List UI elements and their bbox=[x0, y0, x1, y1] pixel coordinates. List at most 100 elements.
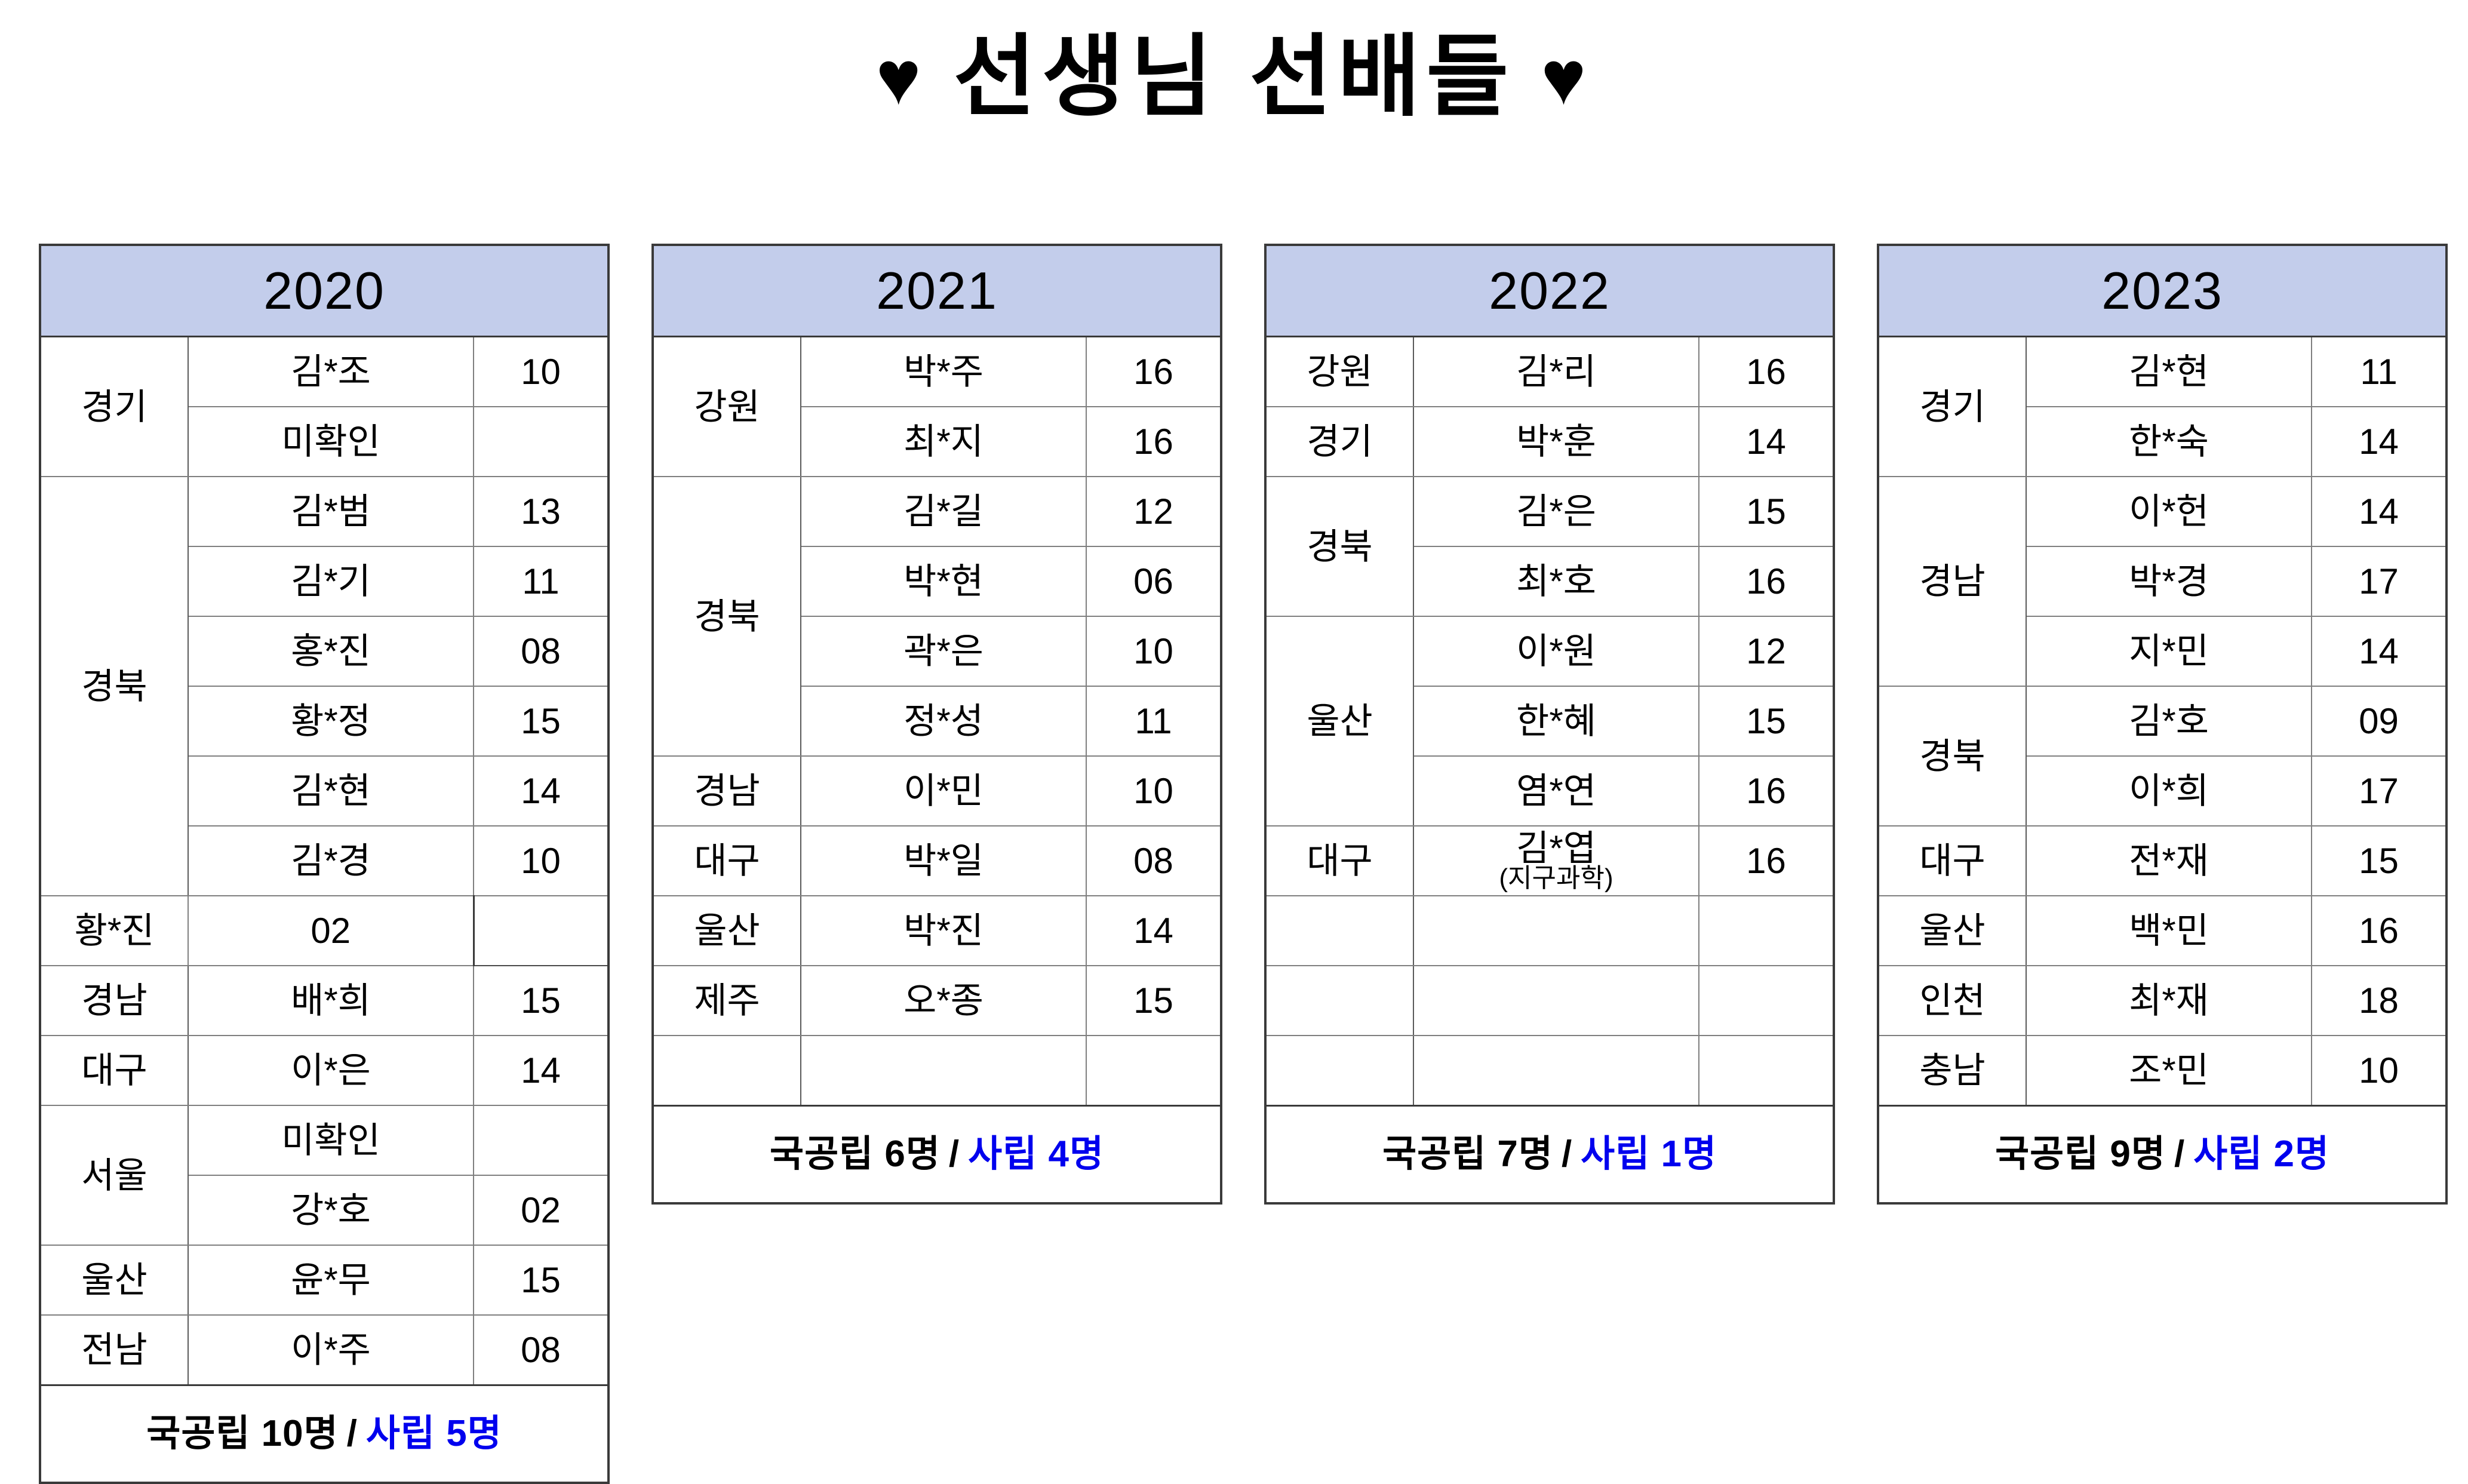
number-cell: 08 bbox=[1086, 825, 1222, 896]
table-row: 박*현 06 bbox=[653, 546, 1222, 617]
number-cell: 14 bbox=[2311, 476, 2448, 547]
summary-footer: 국공립 7명 / 사립 1명 bbox=[1264, 1105, 1835, 1205]
name-cell: 박*현 bbox=[800, 546, 1087, 617]
name-cell: 김*리 bbox=[1413, 336, 1700, 407]
name-cell: 김*현 bbox=[2026, 336, 2313, 407]
name-cell: 한*숙 bbox=[2026, 406, 2313, 477]
number-cell: 16 bbox=[1698, 336, 1835, 407]
table-row: 경남 배*희 15 bbox=[39, 965, 610, 1036]
region-cell: 경남 bbox=[39, 965, 189, 1036]
name-cell: 김*경 bbox=[188, 825, 474, 896]
number-cell: 18 bbox=[2311, 965, 2448, 1036]
table-row: 강원 김*리 16 bbox=[1264, 336, 1835, 407]
name-cell: 박*경 bbox=[2026, 546, 2313, 617]
region-cell: 인천 bbox=[1877, 965, 2027, 1036]
summary-separator: / bbox=[346, 1413, 358, 1455]
region-cell: 경기 bbox=[39, 336, 189, 477]
region-cell: 대구 bbox=[1877, 825, 2027, 896]
name-cell: 박*일 bbox=[800, 825, 1087, 896]
public-count-text: 국공립 9명 bbox=[1995, 1133, 2166, 1175]
number-cell: 11 bbox=[472, 546, 610, 617]
number-cell: 15 bbox=[472, 686, 610, 757]
number-cell bbox=[472, 406, 610, 477]
number-cell: 11 bbox=[1086, 686, 1222, 757]
region-cell: 대구 bbox=[39, 1035, 189, 1106]
name-cell: 윤*무 bbox=[188, 1245, 474, 1316]
table-row: 울산 박*진 14 bbox=[651, 895, 1222, 966]
table-row: 경북 김*호 09 bbox=[1877, 686, 2448, 827]
public-count-text: 국공립 6명 bbox=[770, 1133, 941, 1175]
table-row: 경북 김*길 12 bbox=[651, 476, 1222, 757]
public-count-text: 국공립 7명 bbox=[1382, 1133, 1553, 1175]
name-cell: 박*훈 bbox=[1413, 406, 1700, 477]
name-cell: 지*민 bbox=[2026, 616, 2313, 687]
region-cell: 충남 bbox=[1877, 1035, 2027, 1107]
table-row: 최*호 16 bbox=[1265, 546, 1835, 617]
empty-cell bbox=[1086, 1035, 1222, 1107]
empty-cell bbox=[1413, 895, 1700, 966]
number-cell: 12 bbox=[1698, 616, 1835, 687]
name-cell: 오*종 bbox=[800, 965, 1087, 1036]
region-cell: 울산 bbox=[39, 1245, 189, 1316]
table-row: 박*경 17 bbox=[1878, 546, 2448, 617]
empty-cell bbox=[651, 1035, 802, 1107]
name-cell: 박*주 bbox=[800, 336, 1087, 407]
table-row: 울산 백*민 16 bbox=[1877, 895, 2448, 966]
name-cell: 황*정 bbox=[188, 686, 474, 757]
table-row: 홍*진 08 bbox=[40, 616, 610, 687]
region-cell: 전남 bbox=[39, 1314, 189, 1386]
number-cell bbox=[472, 1105, 610, 1176]
table-row: 경기 김*조 10 bbox=[39, 336, 610, 477]
region-cell: 울산 bbox=[1877, 895, 2027, 966]
table-row: 경기 박*훈 14 bbox=[1264, 406, 1835, 477]
summary-footer: 국공립 10명 / 사립 5명 bbox=[39, 1384, 610, 1484]
name-cell: 이*원 bbox=[1413, 616, 1700, 687]
name-cell: 김*엽 (지구과학) bbox=[1413, 825, 1700, 896]
name-cell: 이*희 bbox=[2026, 755, 2313, 827]
table-row: 강*호 02 bbox=[40, 1175, 610, 1246]
table-row: 염*연 16 bbox=[1265, 755, 1835, 827]
region-cell: 경북 bbox=[1264, 476, 1415, 617]
number-cell: 09 bbox=[2311, 686, 2448, 757]
page-title: ♥ 선생님 선배들 ♥ bbox=[0, 25, 2468, 128]
region-cell: 대구 bbox=[651, 825, 802, 896]
number-cell: 10 bbox=[472, 825, 610, 896]
number-cell: 17 bbox=[2311, 755, 2448, 827]
empty-cell bbox=[1698, 965, 1835, 1036]
year-header: 2023 bbox=[1877, 244, 2448, 337]
empty-cell bbox=[1413, 1035, 1700, 1107]
year-table-2020: 2020 경기 김*조 10 미확인 경북 김*범 13 김*기 11 홍*진 08 황*정 15 김*현 1… bbox=[39, 244, 610, 1484]
name-cell: 김*호 bbox=[2026, 686, 2313, 757]
region-cell: 경북 bbox=[651, 476, 802, 757]
table-row: 울산 윤*무 15 bbox=[39, 1245, 610, 1316]
name-cell: 김*기 bbox=[188, 546, 474, 617]
name-cell: 김*범 bbox=[188, 476, 474, 547]
name-cell: 이*민 bbox=[800, 755, 1087, 827]
region-cell: 대구 bbox=[1264, 825, 1415, 896]
number-cell: 06 bbox=[1086, 546, 1222, 617]
region-cell: 경기 bbox=[1264, 406, 1415, 477]
table-row: 경북 김*은 15 bbox=[1264, 476, 1835, 617]
table-row: 대구 이*은 14 bbox=[39, 1035, 610, 1106]
number-cell: 08 bbox=[472, 1314, 610, 1386]
number-cell: 14 bbox=[2311, 406, 2448, 477]
year-tables-container: 2020 경기 김*조 10 미확인 경북 김*범 13 김*기 11 홍*진 08 황*정 15 김*현 1… bbox=[39, 244, 2448, 1484]
name-cell: 전*재 bbox=[2026, 825, 2313, 896]
page-root: ♥ 선생님 선배들 ♥ 2020 경기 김*조 10 미확인 경북 김*범 13 김*기 11 홍*진 0… bbox=[0, 25, 2468, 1484]
table-row: 강원 박*주 16 bbox=[651, 336, 1222, 477]
number-cell: 14 bbox=[472, 1035, 610, 1106]
region-cell: 울산 bbox=[651, 895, 802, 966]
name-cell: 홍*진 bbox=[188, 616, 474, 687]
region-cell: 제주 bbox=[651, 965, 802, 1036]
heart-icon-right: ♥ bbox=[1541, 35, 1593, 121]
empty-cell bbox=[1264, 1035, 1415, 1107]
empty-row bbox=[651, 1035, 1222, 1107]
number-cell: 16 bbox=[2311, 895, 2448, 966]
number-cell: 15 bbox=[472, 1245, 610, 1316]
empty-row bbox=[1264, 1035, 1835, 1107]
name-cell: 이*헌 bbox=[2026, 476, 2313, 547]
name-cell: 미확인 bbox=[188, 406, 474, 477]
table-row: 전남 이*주 08 bbox=[39, 1314, 610, 1386]
private-count-text: 사립 5명 bbox=[365, 1413, 502, 1455]
number-cell: 14 bbox=[1086, 895, 1222, 966]
